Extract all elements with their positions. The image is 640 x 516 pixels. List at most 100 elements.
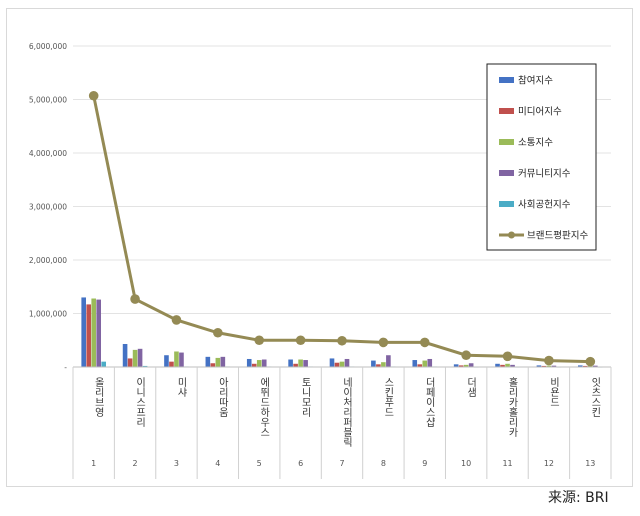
bar [505,363,510,367]
bar [536,365,542,367]
bar [339,361,345,367]
legend-label: 사회공헌지수 [518,200,571,211]
line-point [130,294,140,304]
bar [164,355,169,367]
y-tick-label: 4,000,000 [29,149,67,158]
bar [288,359,293,367]
bar [344,358,350,367]
bar [220,356,226,367]
bar [593,365,598,367]
bar [256,360,262,367]
category-number: 5 [257,459,262,468]
legend-swatch-marker [508,231,515,239]
bar [91,298,96,367]
bar [142,365,148,367]
y-tick-label: 1,000,000 [29,310,67,319]
bar [500,364,505,367]
line-point [461,350,471,361]
category-label: 미샤 [175,377,187,398]
bar [127,358,133,367]
bar [215,357,221,367]
legend-box [486,63,597,251]
bar [303,360,308,367]
category-number: 7 [339,459,344,468]
y-tick-label: 6,000,000 [29,42,67,51]
bar [246,358,252,367]
bar [81,297,86,367]
bar [588,365,593,367]
bar [86,304,91,367]
legend-label: 커뮤니티지수 [518,169,571,180]
bar [412,360,418,367]
source-label: 来源: BRI [548,490,609,506]
bar [96,299,101,367]
bar [376,364,381,367]
category-number: 12 [544,459,554,468]
category-label: 에뛰드하우스 [258,377,270,437]
bar [578,365,583,367]
bar [417,364,423,367]
category-number: 13 [585,459,595,468]
y-tick-label: - [64,363,67,372]
line-point [295,335,306,346]
legend-swatch [499,201,514,207]
line-point [544,355,554,366]
bar [422,360,428,367]
category-label: 비욘드 [547,377,559,407]
bar [541,365,547,367]
bar [251,363,257,367]
bar [174,351,179,367]
legend-swatch [499,77,514,83]
category-label: 아리따움 [216,377,228,417]
y-tick-label: 5,000,000 [29,96,67,105]
bar [101,361,106,367]
bar [546,365,552,367]
category-number: 3 [174,459,179,468]
line-point [171,315,182,325]
chart-frame: 6,000,000 5,000,000 4,000,000 3,000,000 2,00… [6,8,633,487]
chart-canvas: 6,000,000 5,000,000 4,000,000 3,000,000 2,00… [29,42,612,479]
category-label: 홀리카홀리카 [506,376,518,438]
legend-label: 참여지수 [518,75,553,87]
category-number: 10 [461,459,471,468]
category-number: 9 [422,459,427,468]
legend-swatch [499,108,514,114]
category-number: 2 [133,459,138,468]
legend-swatch [499,170,514,176]
bar [298,359,303,367]
bar [132,349,138,367]
line-point [502,351,513,362]
y-tick-label: 2,000,000 [29,256,67,265]
bar [122,343,128,367]
line-point [585,356,596,367]
category-number: 8 [381,459,386,468]
bar [463,364,469,367]
bar [510,364,515,367]
y-tick-label: 3,000,000 [29,203,67,212]
line-point [88,90,99,101]
bar [371,360,376,367]
category-number: 6 [298,459,303,468]
category-label: 스킨푸드 [382,377,394,417]
legend-label: 브랜드평판지수 [527,231,588,242]
category-number: 4 [215,459,220,468]
bar [386,355,391,367]
bar [458,365,464,367]
category-number: 1 [91,459,96,468]
bar [205,356,211,367]
bar [453,364,459,367]
bar [495,363,500,367]
line-point [213,327,223,338]
category-label: 이니스프리 [134,377,146,428]
category-label: 잇츠스킨 [589,377,601,417]
bar [169,361,174,367]
bar [293,363,298,367]
category-label: 토니모리 [299,377,311,418]
legend-swatch [499,139,514,145]
line-point [378,337,389,348]
bar [329,358,335,367]
line-point [254,335,265,346]
legend-label: 소통지수 [518,138,553,149]
bar [427,358,433,367]
bar [583,365,588,367]
